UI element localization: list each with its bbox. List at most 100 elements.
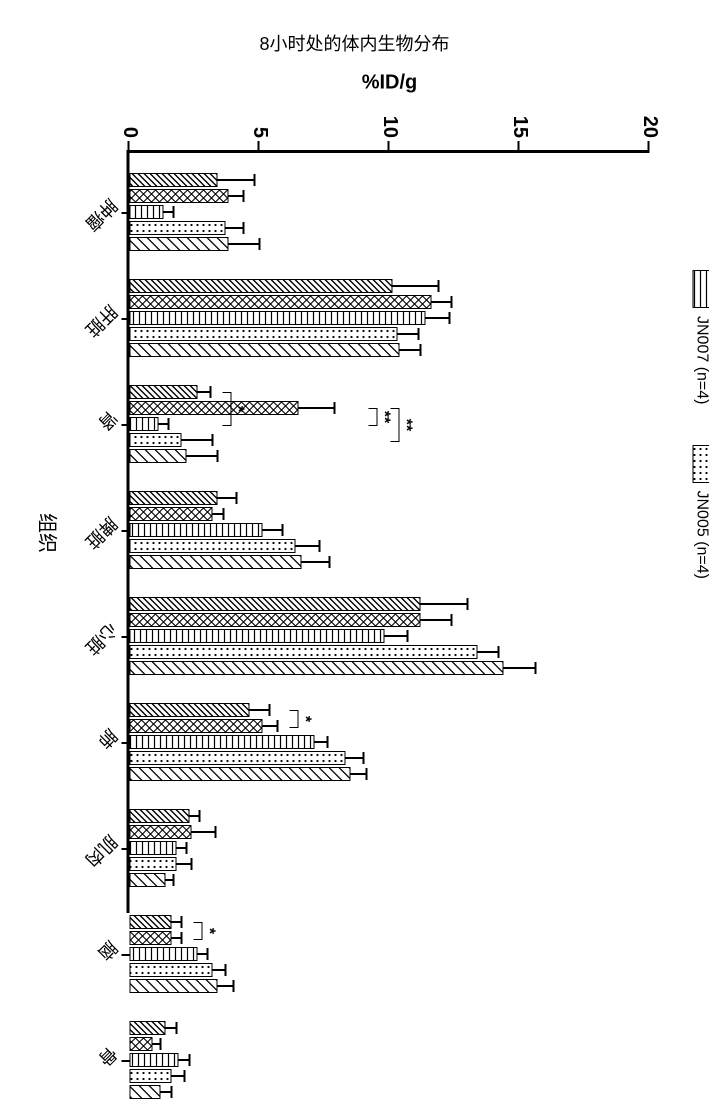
plot-area: %ID/g 组织 05101520肿瘤肝脏肾*****脾脏心脏肺*肌肉脑*骨 — [126, 150, 649, 913]
error-cap — [276, 720, 278, 732]
error-cap — [318, 540, 320, 552]
group-label: 肿瘤 — [80, 194, 124, 238]
y-tick — [647, 141, 649, 153]
error-bar — [477, 651, 498, 653]
error-bar — [503, 667, 534, 669]
error-cap — [198, 810, 200, 822]
error-bar — [171, 937, 181, 939]
bar-group: 肾***** — [129, 385, 649, 463]
legend-swatch — [692, 445, 709, 483]
error-cap — [253, 174, 255, 186]
bar — [129, 401, 298, 415]
bar-group: 肌肉 — [129, 809, 649, 887]
error-bar — [249, 709, 270, 711]
error-bar — [191, 831, 214, 833]
error-cap — [211, 434, 213, 446]
error-bar — [225, 227, 243, 229]
error-bar — [189, 815, 199, 817]
bar — [129, 1053, 178, 1067]
error-cap — [188, 1054, 190, 1066]
error-bar — [399, 349, 420, 351]
error-cap — [448, 312, 450, 324]
bar — [129, 857, 176, 871]
bar — [129, 767, 350, 781]
error-cap — [242, 222, 244, 234]
bar — [129, 931, 171, 945]
bar — [129, 491, 217, 505]
error-cap — [450, 296, 452, 308]
error-bar — [350, 773, 366, 775]
bar — [129, 327, 397, 341]
error-bar — [425, 317, 448, 319]
chart-title: 8小时处的体内生物分布 — [259, 30, 449, 56]
bar — [129, 661, 503, 675]
error-bar — [217, 497, 235, 499]
y-tick — [517, 141, 519, 153]
bar — [129, 385, 197, 399]
error-cap — [365, 768, 367, 780]
error-cap — [268, 704, 270, 716]
bar — [129, 735, 314, 749]
group-label: 肾 — [92, 406, 123, 437]
legend-label: JN005 (n=4) — [692, 491, 709, 580]
error-bar — [262, 725, 278, 727]
error-cap — [417, 328, 419, 340]
error-bar — [197, 391, 210, 393]
bar — [129, 417, 158, 431]
bar — [129, 555, 301, 569]
error-bar — [163, 211, 173, 213]
bar — [129, 449, 186, 463]
bar — [129, 751, 345, 765]
error-cap — [281, 524, 283, 536]
error-cap — [328, 556, 330, 568]
bar — [129, 645, 477, 659]
bar — [129, 979, 217, 993]
error-cap — [180, 932, 182, 944]
significance-label: ** — [374, 411, 392, 423]
legend-swatch — [692, 270, 709, 308]
error-cap — [232, 980, 234, 992]
y-tick — [257, 141, 259, 153]
rotated-box: JN008 (n=4)JN007 (n=4)JN006 (n=4)JN005 (… — [10, 70, 699, 970]
error-bar — [431, 301, 452, 303]
bar-group: 肿瘤 — [129, 173, 649, 251]
error-bar — [160, 1091, 170, 1093]
bar — [129, 523, 262, 537]
error-bar — [171, 921, 181, 923]
bar — [129, 279, 392, 293]
error-bar — [186, 455, 217, 457]
error-bar — [262, 529, 283, 531]
error-cap — [258, 238, 260, 250]
y-tick-label: 5 — [248, 98, 271, 138]
error-bar — [178, 1059, 188, 1061]
error-bar — [176, 847, 186, 849]
error-bar — [228, 195, 244, 197]
error-cap — [214, 826, 216, 838]
error-bar — [158, 423, 168, 425]
y-tick-label: 20 — [638, 98, 661, 138]
x-axis-title: 组织 — [34, 513, 63, 553]
bar — [129, 915, 171, 929]
error-bar — [420, 619, 451, 621]
error-cap — [406, 630, 408, 642]
bar — [129, 1085, 160, 1099]
error-bar — [228, 243, 259, 245]
bar — [129, 507, 212, 521]
error-cap — [224, 964, 226, 976]
bar — [129, 205, 163, 219]
y-tick — [387, 141, 389, 153]
bar-group: 脾脏 — [129, 491, 649, 569]
error-bar — [212, 513, 222, 515]
bar — [129, 809, 189, 823]
bar — [129, 1037, 152, 1051]
error-cap — [466, 598, 468, 610]
error-bar — [212, 969, 225, 971]
bar — [129, 343, 399, 357]
bar — [129, 963, 212, 977]
legend-column: J591 (n=2) — [692, 619, 709, 742]
error-cap — [170, 1086, 172, 1098]
bar — [129, 221, 225, 235]
error-bar — [152, 1043, 160, 1045]
bar — [129, 873, 165, 887]
bar — [129, 539, 295, 553]
